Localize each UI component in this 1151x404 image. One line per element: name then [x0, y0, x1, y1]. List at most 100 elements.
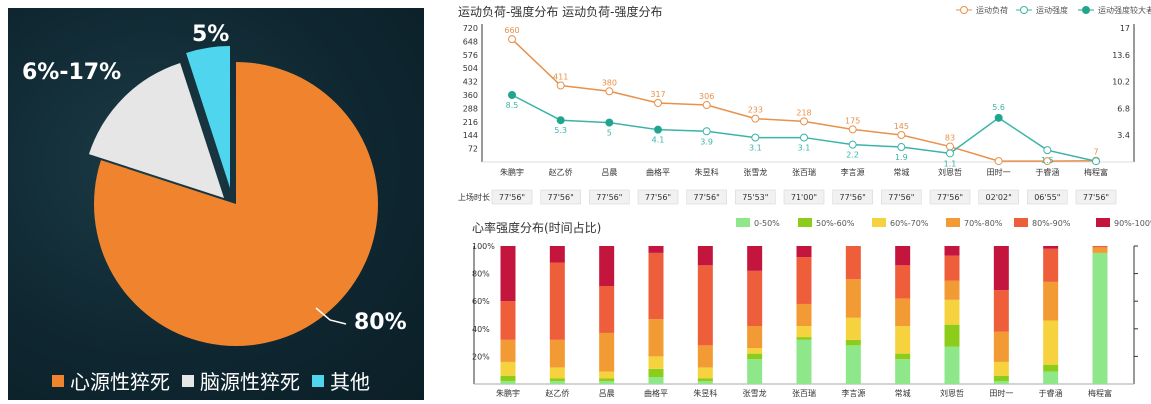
intensity-data-label: 4.1	[652, 136, 665, 145]
bar-segment	[648, 356, 664, 369]
legend-label: 运动强度较大者	[1098, 5, 1151, 15]
bar-segment	[599, 378, 615, 382]
load-point	[897, 131, 906, 140]
bar-segment	[944, 346, 960, 384]
load-data-label: 306	[699, 92, 714, 101]
left-tick-label: 576	[463, 51, 478, 60]
highlight-point	[654, 125, 662, 134]
playtime-box	[929, 189, 971, 205]
intensity-data-label: 2.2	[846, 151, 859, 160]
pie-panel: 5% 6%-17% 80% 心源性猝死 脑源性猝死 其他	[8, 8, 424, 400]
highlight-point	[508, 91, 516, 99]
category-label: 常城	[895, 389, 911, 398]
playtime-box	[735, 189, 776, 205]
load-point	[946, 142, 954, 151]
category-label: 刘恩哲	[938, 167, 962, 177]
playtime-box	[637, 189, 679, 205]
load-point	[800, 117, 808, 126]
load-point	[654, 99, 662, 108]
playtime-box	[589, 189, 630, 205]
load-point	[508, 35, 516, 44]
category-label: 朱昱科	[693, 388, 717, 398]
load-point	[848, 125, 857, 134]
category-label: 朱鹏宇	[500, 167, 524, 177]
bar-segment	[796, 326, 812, 338]
category-label: 曲格平	[644, 388, 668, 398]
legend-label: 50%-60%	[816, 219, 855, 228]
bar-segment	[648, 252, 664, 320]
load-point	[994, 157, 1003, 166]
left-tick-label: 72	[468, 145, 478, 154]
bar-segment	[796, 337, 812, 340]
intensity-data-label: 5.3	[554, 126, 567, 135]
category-label: 吕晨	[601, 168, 617, 177]
load-data-label: 218	[796, 108, 811, 117]
playtime-box	[540, 189, 581, 205]
bar-segment	[1043, 248, 1059, 282]
playtime-value: 71'00"	[791, 193, 817, 202]
legend-swatch	[312, 374, 324, 387]
bar-segment	[944, 246, 960, 256]
category-label: 张雪龙	[743, 167, 767, 177]
playtime-box	[978, 189, 1019, 205]
right-tick-label: 3.4	[1117, 131, 1130, 140]
bar-segment	[599, 381, 615, 384]
y-tick-label: 80%	[472, 270, 490, 279]
intensity-data-label: 3.9	[700, 137, 713, 146]
category-label: 张百瑞	[792, 167, 816, 177]
legend-swatch	[1096, 218, 1110, 227]
bar-segment	[648, 377, 664, 384]
bar-segment	[796, 339, 812, 384]
bar-segment	[747, 348, 763, 354]
legend-swatch	[872, 218, 886, 227]
bar-segment	[895, 353, 911, 360]
playtime-value: 77'56"	[645, 193, 671, 202]
bar-segment	[747, 326, 763, 349]
left-tick-label: 360	[463, 91, 478, 100]
highlight-point	[556, 116, 565, 125]
bar-segment	[500, 246, 516, 302]
bar-segment	[993, 361, 1009, 376]
bar-segment	[549, 246, 565, 263]
bar-segment	[895, 326, 911, 354]
legend-label: 其他	[330, 370, 370, 394]
intensity-point	[751, 133, 760, 142]
bar-segment	[599, 246, 615, 287]
left-tick-label: 720	[463, 24, 478, 33]
intensity-data-label: 1.5	[1041, 156, 1054, 165]
right-tick-label: 6.8	[1117, 104, 1130, 113]
category-label: 张雪龙	[743, 388, 767, 398]
category-label: 朱鹏宇	[496, 388, 520, 398]
highlight-point	[605, 118, 614, 127]
playtime-value: 77'56"	[1083, 193, 1109, 202]
bar-segment	[549, 262, 565, 340]
bar-segment	[993, 375, 1009, 382]
playtime-value: 77'56"	[888, 193, 914, 202]
playtime-value: 77'56"	[548, 193, 574, 202]
bar-segment	[747, 270, 763, 327]
left-tick-label: 216	[463, 118, 478, 127]
category-label: 赵乙侨	[545, 388, 569, 398]
leader-line	[315, 307, 347, 325]
bar-segment	[549, 339, 565, 368]
bar-segment	[599, 332, 615, 372]
intensity-point	[1092, 157, 1100, 166]
left-tick-label: 288	[463, 104, 478, 113]
legend-label: 运动负荷	[976, 5, 1008, 15]
right-tick-label: 17	[1120, 24, 1130, 33]
intensity-data-label: 8.5	[506, 101, 519, 110]
intensity-data-label: 1.9	[895, 153, 908, 162]
bar-segment	[895, 359, 911, 384]
slice-label-cardiac: 80%	[354, 310, 407, 335]
bar-segment	[549, 378, 565, 382]
playtime-value: 77'56"	[596, 193, 622, 202]
bar-segment	[500, 301, 516, 340]
pie-slice	[94, 62, 378, 346]
playtime-value: 02'02"	[986, 193, 1012, 202]
bar-segment	[697, 246, 713, 266]
load-data-label: 660	[504, 26, 519, 35]
bar-segment	[1043, 371, 1059, 384]
category-label: 田时一	[989, 388, 1013, 398]
pie-chart	[88, 46, 378, 346]
legend-label: 脑源性猝死	[200, 370, 300, 394]
